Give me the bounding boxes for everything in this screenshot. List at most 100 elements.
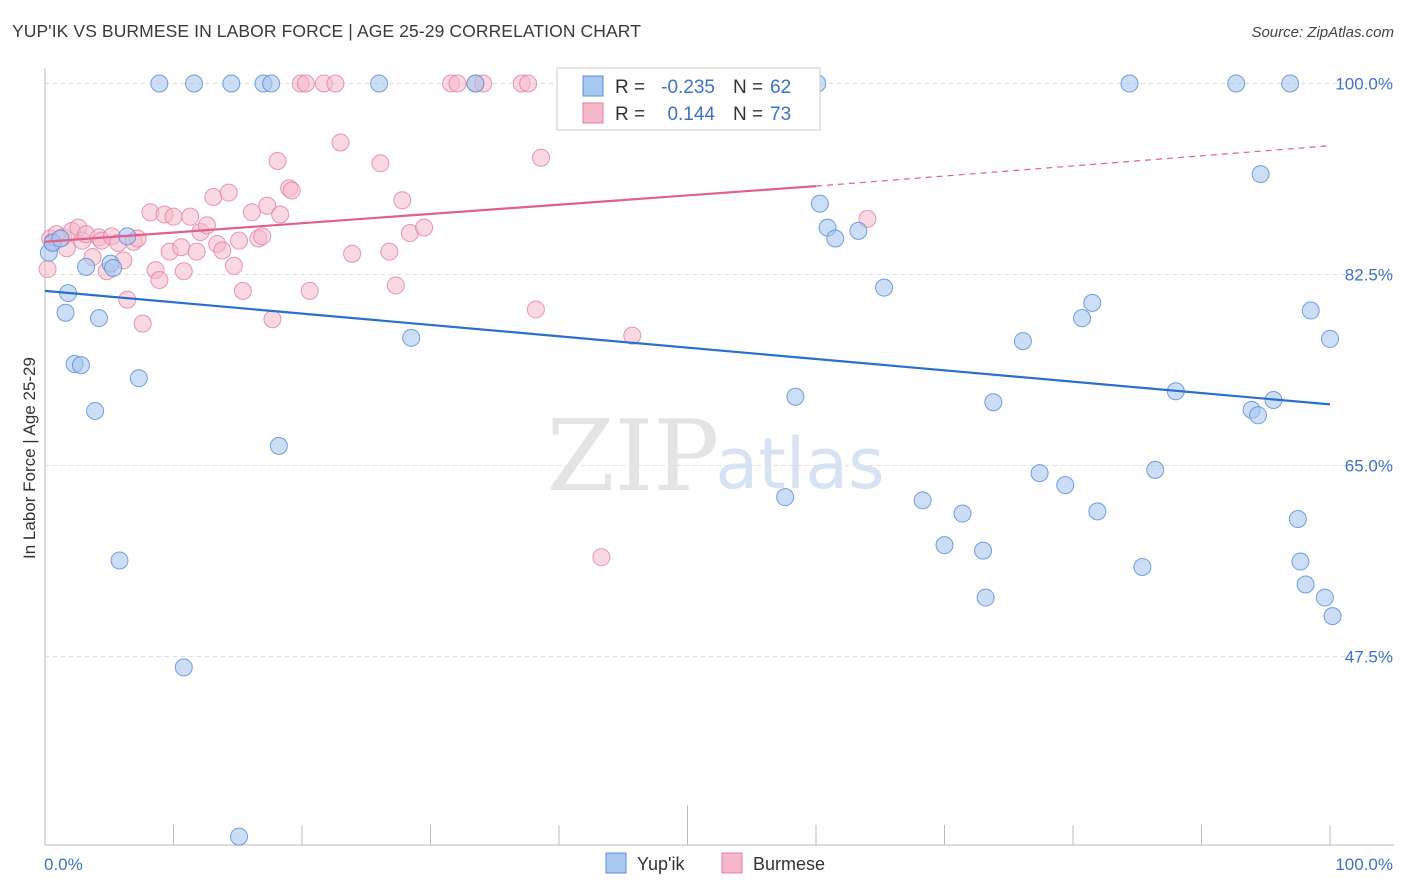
- burmese-point: [331, 133, 350, 152]
- legend-swatch-yupik: [582, 75, 604, 97]
- yupik-point: [913, 491, 932, 510]
- yupik-point: [1088, 502, 1107, 521]
- yupik-point: [1296, 575, 1315, 594]
- legend-n-value-yupik: 62: [770, 77, 791, 98]
- correlation-legend: R = -0.235 N = 62 R = 0.144 N = 73: [556, 67, 821, 131]
- yupik-point: [826, 229, 845, 248]
- yupik-point: [849, 221, 868, 240]
- yupik-point: [1056, 476, 1075, 495]
- burmese-point: [258, 196, 277, 215]
- yupik-point: [230, 827, 249, 846]
- burmese-point: [448, 74, 467, 93]
- burmese-point: [233, 281, 252, 300]
- yupik-point: [1301, 301, 1320, 320]
- burmese-point: [326, 74, 345, 93]
- yupik-point: [129, 369, 148, 388]
- legend-r-label-burmese: R =: [615, 104, 645, 125]
- legend-n-label-yupik: N =: [733, 77, 763, 98]
- yupik-point: [1315, 588, 1334, 607]
- yupik-point: [269, 436, 288, 455]
- yupik-point: [776, 488, 795, 507]
- yupik-trend-line: [44, 289, 1331, 406]
- y-tick-label: 65.0%: [1345, 457, 1393, 476]
- burmese-point: [172, 238, 191, 257]
- burmese-point: [263, 310, 282, 329]
- burmese-point: [519, 74, 538, 93]
- y-tick-labels: 47.5% 65.0% 82.5% 100.0%: [1335, 75, 1393, 667]
- burmese-point: [230, 231, 249, 250]
- yupik-point: [56, 303, 75, 322]
- legend-n-value-burmese: 73: [770, 104, 791, 125]
- burmese-point: [271, 205, 290, 224]
- yupik-points: [39, 74, 1342, 846]
- bottom-legend-label-burmese: Burmese: [753, 854, 825, 874]
- yupik-point: [86, 401, 105, 420]
- burmese-point: [181, 207, 200, 226]
- legend-r-value-yupik: -0.235: [661, 77, 715, 98]
- burmese-point: [187, 242, 206, 261]
- burmese-point: [38, 260, 57, 279]
- burmese-point: [204, 188, 223, 207]
- yupik-point: [1083, 293, 1102, 312]
- yupik-point: [1281, 74, 1300, 93]
- burmese-point: [393, 191, 412, 210]
- yupik-point: [974, 541, 993, 560]
- chart-title: YUP'IK VS BURMESE IN LABOR FORCE | AGE 2…: [12, 21, 642, 41]
- yupik-point: [71, 356, 90, 375]
- x-tick-label-max: 100.0%: [1335, 855, 1393, 874]
- watermark-zip: ZIP: [547, 400, 720, 514]
- y-tick-label: 82.5%: [1345, 266, 1393, 285]
- burmese-point: [242, 203, 261, 222]
- yupik-point: [51, 229, 70, 248]
- yupik-point: [77, 257, 96, 276]
- yupik-point: [810, 194, 829, 213]
- y-tick-label: 100.0%: [1335, 75, 1393, 94]
- yupik-point: [875, 278, 894, 297]
- burmese-point: [380, 242, 399, 261]
- yupik-point: [110, 551, 129, 570]
- burmese-point: [386, 276, 405, 295]
- burmese-point: [253, 227, 272, 246]
- yupik-point: [402, 328, 421, 347]
- burmese-point: [174, 262, 193, 281]
- burmese-point: [296, 74, 315, 93]
- burmese-point: [282, 181, 301, 200]
- x-tick-label-min: 0.0%: [44, 855, 83, 874]
- burmese-point: [224, 256, 243, 275]
- bottom-legend-swatch-burmese: [721, 852, 743, 874]
- yupik-point: [222, 74, 241, 93]
- yupik-point: [935, 536, 954, 555]
- burmese-point: [150, 270, 169, 289]
- yupik-point: [89, 309, 108, 328]
- yupik-point: [150, 74, 169, 93]
- yupik-point: [1251, 165, 1270, 184]
- burmese-trend-line: [44, 185, 817, 243]
- source-credit: Source: ZipAtlas.com: [1251, 24, 1394, 41]
- yupik-point: [1133, 558, 1152, 577]
- watermark-atlas: atlas: [715, 423, 884, 505]
- burmese-point: [164, 207, 183, 226]
- yupik-point: [174, 658, 193, 677]
- yupik-point: [104, 258, 123, 277]
- yupik-point: [984, 393, 1003, 412]
- burmese-point: [343, 244, 362, 263]
- burmese-trend-line-extension: [815, 145, 1331, 187]
- y-axis-label: In Labor Force | Age 25-29: [20, 357, 39, 559]
- yupik-point: [1323, 607, 1342, 626]
- yupik-point: [1227, 74, 1246, 93]
- y-tick-label: 47.5%: [1345, 648, 1393, 667]
- burmese-point: [532, 148, 551, 167]
- burmese-point: [219, 183, 238, 202]
- legend-n-label-burmese: N =: [733, 104, 763, 125]
- burmese-point: [300, 281, 319, 300]
- legend-r-value-burmese: 0.144: [667, 104, 715, 125]
- yupik-point: [1013, 332, 1032, 351]
- yupik-point: [1072, 309, 1091, 328]
- yupik-point: [1146, 460, 1165, 479]
- x-axis-ticks: [44, 805, 1331, 845]
- yupik-point: [370, 74, 389, 93]
- yupik-point: [1321, 329, 1339, 348]
- yupik-point: [1249, 406, 1268, 425]
- yupik-point: [1120, 74, 1139, 93]
